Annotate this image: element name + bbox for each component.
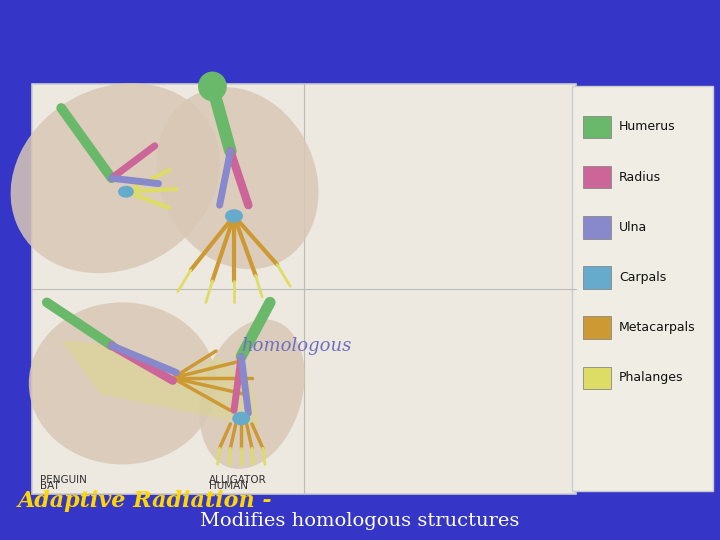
Ellipse shape: [199, 320, 305, 469]
Text: ALLIGATOR: ALLIGATOR: [209, 475, 266, 485]
Bar: [32, 84, 576, 494]
Bar: [583, 266, 611, 289]
Ellipse shape: [198, 71, 227, 102]
Ellipse shape: [118, 186, 134, 198]
Bar: [583, 367, 611, 389]
Bar: [572, 86, 713, 491]
Text: PENGUIN: PENGUIN: [40, 475, 86, 485]
Bar: [583, 166, 611, 188]
Ellipse shape: [11, 83, 220, 273]
Text: HUMAN: HUMAN: [209, 481, 248, 491]
Polygon shape: [61, 340, 259, 427]
Text: homologous: homologous: [241, 337, 351, 355]
Ellipse shape: [29, 302, 216, 464]
Text: Carpals: Carpals: [619, 271, 667, 284]
Text: Metacarpals: Metacarpals: [619, 321, 696, 334]
Text: Radius: Radius: [619, 171, 662, 184]
Text: BAT: BAT: [40, 481, 59, 491]
Bar: [583, 116, 611, 138]
Text: Ulna: Ulna: [619, 221, 647, 234]
Ellipse shape: [225, 209, 243, 222]
Bar: [583, 316, 611, 339]
Text: Modifies homologous structures: Modifies homologous structures: [200, 512, 520, 530]
Text: Humerus: Humerus: [619, 120, 676, 133]
Ellipse shape: [157, 87, 318, 269]
Bar: [583, 216, 611, 239]
Text: Adaptive Radiation -: Adaptive Radiation -: [18, 490, 273, 511]
Ellipse shape: [232, 411, 251, 426]
Text: Phalanges: Phalanges: [619, 372, 684, 384]
